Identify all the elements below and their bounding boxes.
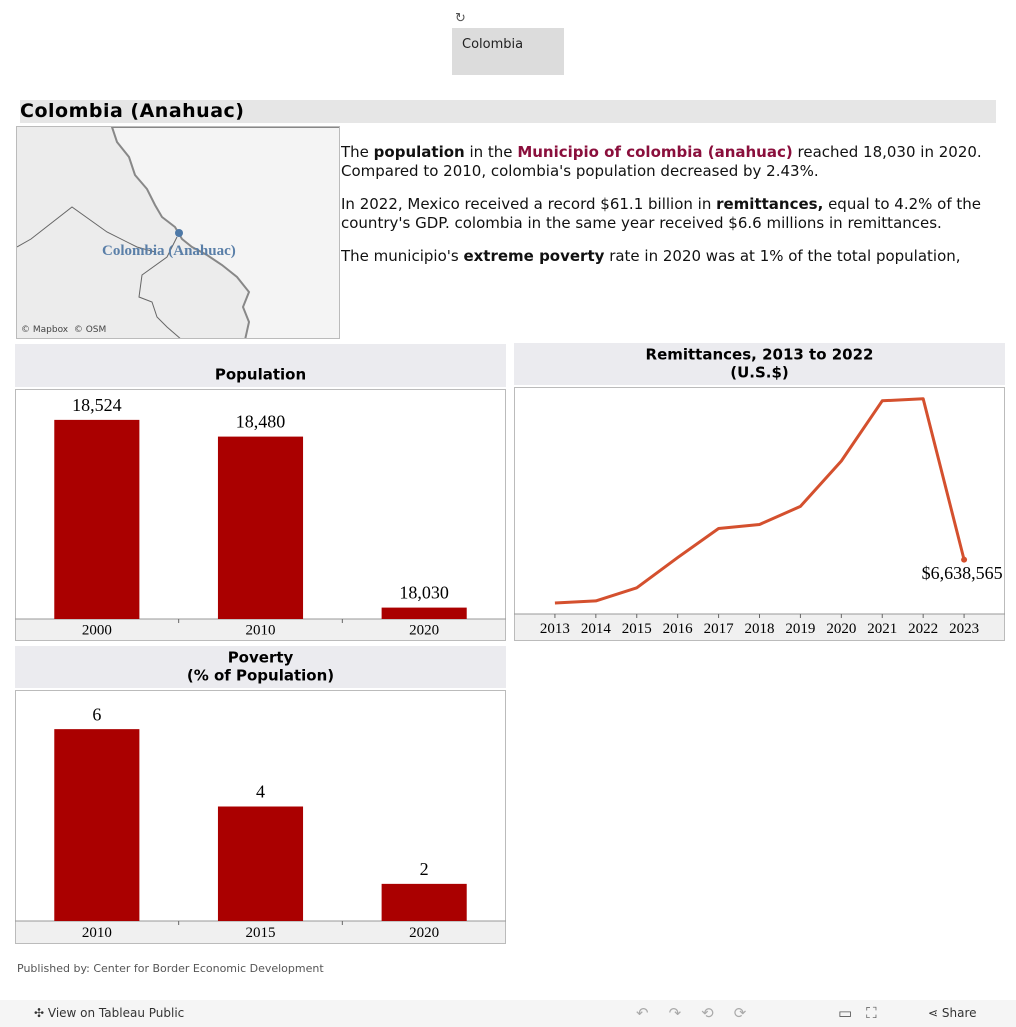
chart-subtitle: (U.S.$) — [730, 364, 789, 382]
value-label: 4 — [256, 782, 265, 802]
text: The — [341, 143, 374, 161]
chart-header — [514, 343, 1005, 385]
credit: © OSM — [73, 325, 107, 335]
x-tick-label: 2015 — [246, 925, 276, 941]
chart-subtitle: (% of Population) — [187, 667, 334, 685]
x-tick-label: 2014 — [581, 621, 612, 637]
map-shapes — [17, 127, 339, 338]
text: reached 18,030 in 2020. Compared to 2010… — [341, 143, 982, 180]
chart-header — [15, 344, 506, 387]
value-label: 18,524 — [72, 395, 122, 415]
footer: Published by: Center for Border Economic… — [17, 962, 324, 975]
paragraph: In 2022, Mexico received a record $61.1 … — [341, 195, 1003, 233]
chart-title: Population — [215, 366, 306, 384]
point — [961, 556, 968, 563]
line — [554, 397, 966, 605]
plot-frame — [514, 387, 1005, 641]
x-tick-label: 2023 — [949, 621, 979, 637]
x-tick-label: 2010 — [82, 925, 112, 941]
credit: © Mapbox — [21, 325, 69, 335]
view-link-text: View on Tableau Public — [47, 1006, 185, 1020]
text: extreme poverty — [463, 247, 605, 265]
map-border — [138, 236, 181, 338]
map-point[interactable] — [175, 229, 183, 237]
axis-band — [515, 614, 1004, 640]
view-link[interactable]: ✣ View on Tableau Public — [34, 1006, 185, 1020]
x-tick-label: 2010 — [246, 622, 276, 638]
text: In 2022, Mexico received a record $61.1 … — [341, 195, 717, 213]
axis-band — [16, 619, 505, 640]
text: in the — [464, 143, 518, 161]
share-button[interactable]: ⋖ Share — [928, 1006, 977, 1020]
x-tick-label: 2017 — [704, 621, 735, 637]
bar — [54, 729, 140, 921]
value-label: $6,638,565 — [922, 563, 1003, 583]
value-label: 6 — [92, 704, 101, 724]
map: Colombia (Anahuac) © Mapbox © OSM — [16, 126, 340, 339]
toolbar-icons: ↶↷⟲⟳ — [636, 1004, 767, 1022]
bar — [381, 607, 467, 619]
text: Municipio of colombia (anahuac) — [517, 143, 793, 161]
filter-box[interactable]: Colombia — [452, 28, 564, 75]
x-tick-label: 2022 — [908, 621, 938, 637]
x-tick-label: 2013 — [540, 621, 570, 637]
bar — [54, 419, 140, 619]
title-bar: Colombia (Anahuac) — [20, 100, 996, 123]
x-tick-label: 2021 — [867, 621, 897, 637]
text: rate in 2020 was at 1% of the total popu… — [604, 247, 961, 265]
x-tick-label: 2016 — [663, 621, 694, 637]
bar — [381, 883, 467, 921]
map-credits: © Mapbox © OSM — [21, 325, 106, 335]
share-text: Share — [941, 1006, 977, 1020]
reset-icon[interactable]: ↻ — [455, 11, 466, 26]
map-region — [110, 127, 339, 338]
map-label: Colombia (Anahuac) — [102, 243, 236, 259]
description: The population in the Municipio of colom… — [341, 143, 1003, 283]
x-tick-label: 2000 — [82, 622, 112, 638]
value-label: 18,480 — [236, 412, 286, 432]
toolbar: ✣ View on Tableau Public ↶↷⟲⟳ ▭⛶ ⋖ Share — [0, 1000, 1016, 1027]
chart-title: Remittances, 2013 to 2022 — [646, 346, 874, 364]
value-label: 2 — [420, 859, 429, 879]
bar — [217, 806, 304, 921]
axis-band — [16, 921, 505, 943]
x-tick-label: 2019 — [785, 621, 815, 637]
chart-header — [15, 646, 506, 688]
filter-value: Colombia — [462, 37, 524, 52]
x-tick-label: 2018 — [745, 621, 775, 637]
text: The municipio's — [341, 247, 464, 265]
bar — [217, 436, 304, 619]
text: remittances, — [716, 195, 824, 213]
x-tick-label: 2020 — [409, 925, 439, 941]
chart-title: Poverty — [228, 649, 294, 667]
map-border — [17, 206, 156, 253]
x-tick-label: 2020 — [409, 622, 439, 638]
text: population — [373, 143, 465, 161]
paragraph: The municipio's extreme poverty rate in … — [341, 247, 1003, 266]
value-label: 18,030 — [399, 583, 449, 603]
page-title: Colombia (Anahuac) — [20, 100, 245, 122]
x-tick-label: 2020 — [826, 621, 856, 637]
x-tick-label: 2015 — [622, 621, 652, 637]
text: equal to 4.2% of the country's GDP. colo… — [341, 195, 981, 232]
paragraph: The population in the Municipio of colom… — [341, 143, 1003, 181]
toolbar-icons[interactable]: ▭⛶ — [838, 1004, 891, 1022]
